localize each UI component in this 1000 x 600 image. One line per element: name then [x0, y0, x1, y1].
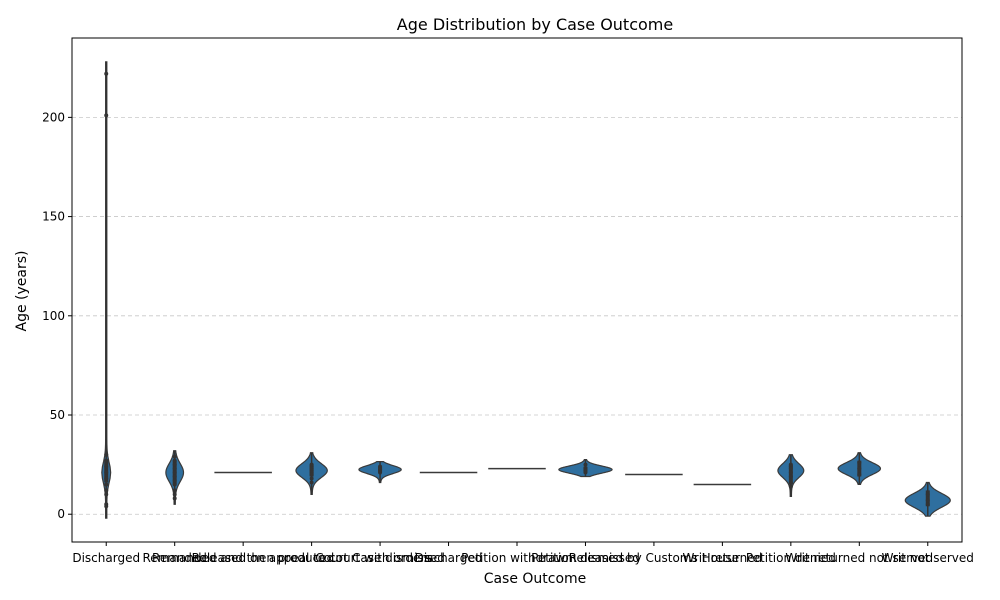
- grid-lines: [72, 116, 962, 515]
- chart-title: Age Distribution by Case Outcome: [397, 15, 673, 34]
- data-point: [104, 504, 109, 509]
- data-point: [104, 476, 109, 481]
- data-point: [104, 492, 109, 497]
- data-point: [378, 470, 383, 475]
- data-point: [172, 462, 177, 467]
- y-tick-label: 50: [50, 408, 65, 422]
- data-point: [172, 496, 177, 501]
- data-point: [172, 488, 177, 493]
- data-point: [378, 464, 383, 469]
- data-point: [788, 474, 793, 479]
- data-point: [309, 472, 314, 477]
- data-point: [104, 464, 109, 469]
- x-tick-label: Remanded and then produced: [152, 551, 334, 565]
- x-tick-label: Released on appeal to court with orders: [192, 551, 432, 565]
- x-tick-label: Petition denied: [746, 551, 836, 565]
- data-point: [104, 113, 109, 118]
- data-point: [925, 502, 930, 507]
- y-axis-title: Age (years): [14, 251, 30, 332]
- data-point: [583, 462, 588, 467]
- violins: [101, 61, 951, 519]
- y-tick-label: 0: [57, 507, 65, 521]
- data-point: [925, 492, 930, 497]
- data-point: [378, 467, 383, 472]
- y-tick-label: 100: [42, 309, 65, 323]
- data-point: [172, 454, 177, 459]
- data-point: [788, 466, 793, 471]
- x-tick-label: Remanded: [142, 551, 206, 565]
- data-point: [788, 484, 793, 489]
- data-point: [172, 466, 177, 471]
- data-point: [104, 488, 109, 493]
- data-point: [104, 71, 109, 76]
- data-point: [172, 458, 177, 463]
- data-point: [172, 478, 177, 483]
- data-point: [857, 472, 862, 477]
- data-point: [104, 470, 109, 475]
- data-point: [925, 498, 930, 503]
- data-point: [788, 470, 793, 475]
- x-tick-label: Released by Customs House: [569, 551, 740, 565]
- x-tick-label: Petition dismissed: [531, 551, 640, 565]
- x-tick-label: Writ returned: [682, 551, 762, 565]
- data-point: [172, 482, 177, 487]
- data-point: [788, 480, 793, 485]
- x-tick-label: Discharged: [72, 551, 140, 565]
- x-tick-label: Discharged: [415, 551, 483, 565]
- data-point: [309, 476, 314, 481]
- x-tick-label: Petition withdrawn: [461, 551, 573, 565]
- data-point: [309, 480, 314, 485]
- x-tick-label: Writ returned not served: [785, 551, 933, 565]
- y-tick-label: 200: [42, 110, 65, 124]
- x-axis-title: Case Outcome: [484, 571, 587, 587]
- data-point: [172, 474, 177, 479]
- x-tick-label: Writ not served: [882, 551, 974, 565]
- data-point: [104, 482, 109, 487]
- data-point: [172, 470, 177, 475]
- data-point: [104, 452, 109, 457]
- y-tick-label: 150: [42, 210, 65, 224]
- data-point: [104, 458, 109, 463]
- data-point: [172, 492, 177, 497]
- data-point: [857, 460, 862, 465]
- data-point: [583, 470, 588, 475]
- x-tick-label: Court Case dismissed: [315, 551, 445, 565]
- data-point: [857, 466, 862, 471]
